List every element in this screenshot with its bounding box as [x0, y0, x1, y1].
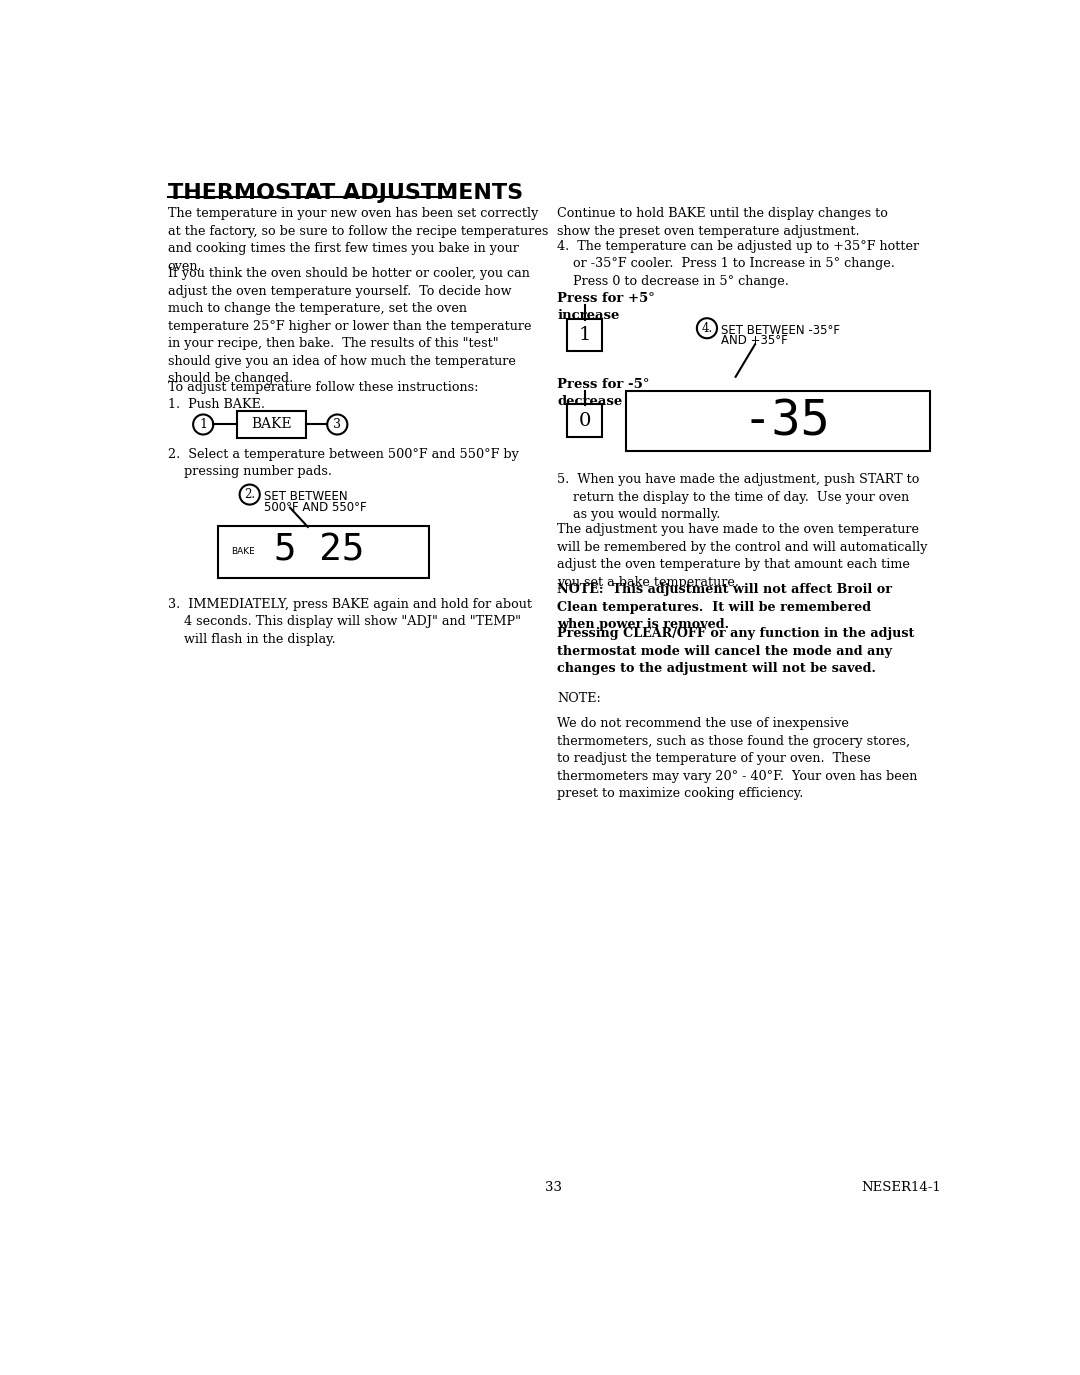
- Text: 2.: 2.: [244, 488, 255, 500]
- Text: We do not recommend the use of inexpensive
thermometers, such as those found the: We do not recommend the use of inexpensi…: [557, 718, 918, 800]
- Text: BAKE: BAKE: [231, 547, 255, 557]
- Text: 2.  Select a temperature between 500°F and 550°F by
    pressing number pads.: 2. Select a temperature between 500°F an…: [167, 448, 518, 478]
- Text: NOTE:  This adjustment will not affect Broil or
Clean temperatures.  It will be : NOTE: This adjustment will not affect Br…: [557, 583, 892, 631]
- Text: 33: 33: [545, 1181, 562, 1195]
- Text: AND +35°F: AND +35°F: [721, 334, 787, 348]
- FancyBboxPatch shape: [567, 319, 603, 352]
- Text: SET BETWEEN -35°F: SET BETWEEN -35°F: [721, 323, 840, 337]
- Text: NESER14-1: NESER14-1: [861, 1181, 941, 1195]
- FancyBboxPatch shape: [567, 404, 603, 437]
- Text: Pressing CLEAR/OFF or any function in the adjust
thermostat mode will cancel the: Pressing CLEAR/OFF or any function in th…: [557, 627, 915, 675]
- Text: Continue to hold BAKE until the display changes to
show the preset oven temperat: Continue to hold BAKE until the display …: [557, 208, 888, 238]
- Text: The temperature in your new oven has been set correctly
at the factory, so be su: The temperature in your new oven has bee…: [167, 208, 548, 272]
- Text: 0: 0: [578, 411, 591, 429]
- Text: 3.  IMMEDIATELY, press BAKE again and hold for about
    4 seconds. This display: 3. IMMEDIATELY, press BAKE again and hol…: [167, 598, 531, 646]
- Text: 1.  Push BAKE.: 1. Push BAKE.: [167, 399, 265, 411]
- Text: 500°F AND 550°F: 500°F AND 550°F: [264, 500, 366, 514]
- Text: If you think the oven should be hotter or cooler, you can
adjust the oven temper: If you think the oven should be hotter o…: [167, 267, 531, 385]
- Text: Press for -5°
decrease: Press for -5° decrease: [557, 378, 650, 408]
- FancyBboxPatch shape: [626, 392, 930, 451]
- Text: 3: 3: [334, 418, 341, 430]
- Text: The adjustment you have made to the oven temperature
will be remembered by the c: The adjustment you have made to the oven…: [557, 522, 928, 588]
- Text: Press for +5°
increase: Press for +5° increase: [557, 292, 656, 322]
- Text: SET BETWEEN: SET BETWEEN: [264, 490, 348, 503]
- Text: 4.: 4.: [701, 322, 713, 334]
- Text: 4.  The temperature can be adjusted up to +35°F hotter
    or -35°F cooler.  Pre: 4. The temperature can be adjusted up to…: [557, 239, 919, 287]
- Text: 1: 1: [578, 326, 591, 344]
- FancyBboxPatch shape: [218, 527, 429, 578]
- Text: 5.  When you have made the adjustment, push START to
    return the display to t: 5. When you have made the adjustment, pu…: [557, 473, 920, 521]
- Text: NOTE:: NOTE:: [557, 693, 602, 705]
- Text: BAKE: BAKE: [251, 418, 292, 432]
- Text: 1: 1: [199, 418, 207, 430]
- FancyBboxPatch shape: [237, 411, 307, 437]
- Text: THERMOSTAT ADJUSTMENTS: THERMOSTAT ADJUSTMENTS: [167, 183, 523, 202]
- Text: -35: -35: [742, 397, 829, 446]
- Text: To adjust temperature follow these instructions:: To adjust temperature follow these instr…: [167, 381, 478, 393]
- Text: 5 25: 5 25: [274, 532, 365, 568]
